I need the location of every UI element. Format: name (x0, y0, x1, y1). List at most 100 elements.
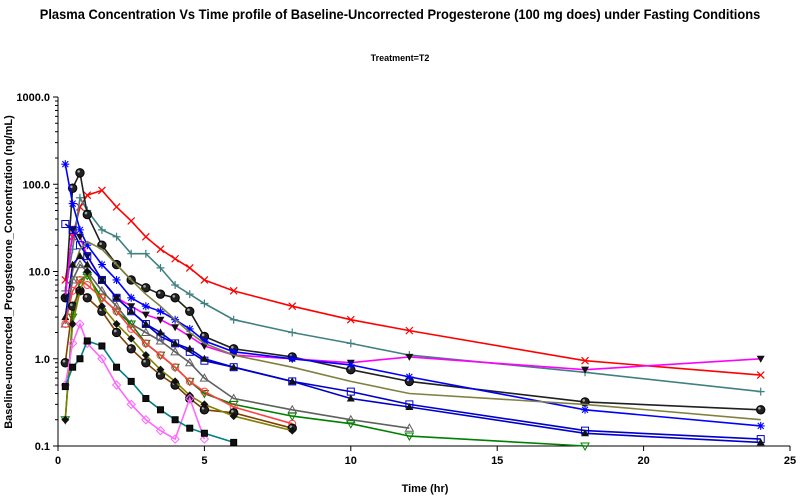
data-point (61, 294, 70, 302)
data-point (155, 335, 166, 345)
data-point (97, 225, 106, 234)
data-point (156, 263, 165, 272)
data-point (83, 281, 92, 290)
data-point (126, 399, 136, 410)
data-point (155, 289, 166, 299)
data-point (345, 420, 356, 429)
data-point (68, 260, 77, 268)
data-point (229, 347, 238, 356)
data-point (75, 168, 85, 178)
data-point (171, 363, 180, 372)
marker-highlight (84, 211, 88, 215)
axes: 0 5 10 15 20 25 0.1 1.0 10.0 100.0 1000.0 (16, 92, 796, 467)
data-point (127, 249, 136, 258)
series-line (64, 278, 293, 425)
data-point (68, 320, 77, 329)
chart-subtitle: Treatment=T2 (370, 53, 430, 63)
marker-highlight (758, 406, 761, 410)
data-point (185, 290, 194, 299)
data-point (756, 387, 765, 396)
data-point (82, 293, 92, 303)
data-point (112, 320, 121, 329)
data-point (111, 327, 122, 338)
data-point (185, 263, 194, 272)
data-point (200, 387, 209, 396)
data-point (185, 344, 194, 352)
data-point (184, 357, 195, 367)
data-point (185, 324, 194, 333)
data-point (112, 307, 121, 316)
data-point (67, 274, 78, 284)
data-point (171, 339, 180, 347)
data-point (230, 438, 238, 446)
data-point (229, 412, 238, 421)
data-point (580, 442, 590, 452)
data-point (127, 377, 135, 385)
series-15 (61, 337, 238, 446)
data-point (200, 336, 209, 345)
data-point (200, 276, 209, 284)
marker-highlight (77, 170, 80, 173)
marker-highlight (70, 303, 73, 307)
data-point (756, 405, 766, 415)
marker-highlight (128, 346, 132, 349)
series-line (64, 339, 234, 444)
series-7 (64, 240, 761, 421)
data-point (346, 315, 355, 324)
data-point (75, 193, 84, 202)
x-tick-label: 15 (491, 455, 503, 467)
data-point (76, 355, 84, 363)
marker-highlight (582, 399, 586, 402)
data-point (127, 324, 136, 333)
data-point (68, 225, 77, 234)
data-point (229, 315, 238, 324)
data-point (156, 351, 165, 360)
data-point (229, 286, 238, 295)
data-point (287, 412, 298, 422)
data-point (67, 338, 78, 349)
data-point (112, 202, 121, 211)
series-line (64, 170, 761, 411)
data-point (113, 363, 121, 371)
data-point (170, 293, 180, 303)
marker-highlight (99, 242, 102, 246)
marker-highlight (187, 308, 190, 312)
data-point (171, 281, 180, 290)
marker-highlight (70, 185, 73, 189)
data-point (97, 354, 107, 364)
data-point (185, 306, 195, 316)
data-point (156, 316, 165, 324)
data-point (141, 320, 150, 328)
data-point (68, 199, 77, 208)
data-point (61, 220, 70, 229)
data-point (156, 245, 165, 254)
marker-highlight (62, 359, 66, 363)
marker-highlight (143, 285, 146, 288)
data-point (185, 393, 195, 404)
x-tick-label: 0 (55, 455, 61, 467)
data-point (156, 406, 164, 414)
y-axis-label: Baseline-uncorrected_Progesterone_Concen… (3, 115, 15, 429)
data-point (581, 356, 589, 365)
data-point (200, 354, 209, 362)
data-point (200, 299, 209, 308)
data-point (200, 429, 208, 437)
x-tick-label: 25 (784, 455, 796, 467)
data-point (141, 249, 150, 258)
data-point (405, 372, 414, 381)
data-point (756, 421, 765, 430)
data-point (141, 339, 150, 348)
data-point (75, 252, 84, 260)
marker-highlight (84, 294, 88, 298)
data-point (288, 377, 297, 385)
x-tick-label: 20 (637, 455, 649, 467)
data-point (346, 360, 355, 369)
y-tick-label: 10.0 (29, 267, 50, 279)
data-point (756, 371, 765, 379)
data-point (171, 324, 180, 332)
data-point (97, 186, 106, 195)
y-tick-label: 0.1 (35, 441, 50, 453)
data-point (228, 400, 239, 410)
y-tick-label: 1000.0 (16, 92, 50, 104)
